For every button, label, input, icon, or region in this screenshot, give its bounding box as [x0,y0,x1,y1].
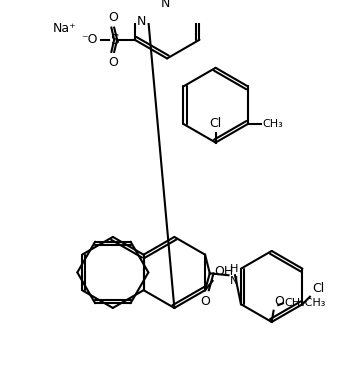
Text: H
N: H N [229,265,238,286]
Text: N: N [161,0,170,10]
Text: Cl: Cl [210,117,222,130]
Text: O: O [108,56,118,69]
Text: ⁻O: ⁻O [81,33,97,46]
Text: Cl: Cl [312,282,324,295]
Text: CH₃: CH₃ [262,119,283,129]
Text: Na⁺: Na⁺ [53,22,77,35]
Text: OH: OH [214,265,234,278]
Text: CH₂CH₃: CH₂CH₃ [285,298,326,308]
Text: O: O [108,11,118,24]
Text: N: N [137,16,147,29]
Text: O: O [274,295,284,308]
Text: S: S [110,33,119,47]
Text: O: O [200,295,210,308]
